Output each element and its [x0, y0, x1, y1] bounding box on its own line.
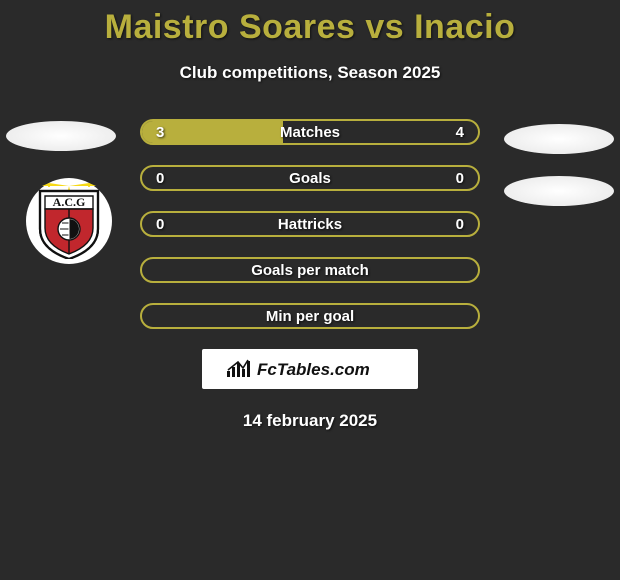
- page-title: Maistro Soares vs Inacio: [0, 0, 620, 47]
- stat-row: Min per goal: [140, 303, 480, 329]
- stat-value-left: 0: [156, 170, 164, 187]
- stat-value-right: 4: [456, 124, 464, 141]
- stat-value-right: 0: [456, 170, 464, 187]
- comparison-date: 14 february 2025: [0, 411, 620, 431]
- stat-label: Goals per match: [251, 262, 369, 279]
- stat-row: 3 Matches 4: [140, 119, 480, 145]
- stat-value-left: 3: [156, 124, 164, 141]
- stat-label: Goals: [289, 170, 331, 187]
- stat-value-right: 0: [456, 216, 464, 233]
- stat-row: Goals per match: [140, 257, 480, 283]
- stat-label: Matches: [280, 124, 340, 141]
- subtitle: Club competitions, Season 2025: [0, 63, 620, 83]
- player-photo-left: [6, 121, 116, 151]
- stats-container: 3 Matches 4 0 Goals 0 0 Hattricks 0 Goals per mat…: [140, 119, 480, 329]
- fctables-logo-icon: FcTables.com: [225, 357, 395, 381]
- club-shield-icon: A.C.G: [36, 183, 102, 259]
- player-photo-right-2: [504, 176, 614, 206]
- stat-row: 0 Hattricks 0: [140, 211, 480, 237]
- club-badge-left: A.C.G: [26, 178, 112, 264]
- stat-value-left: 0: [156, 216, 164, 233]
- club-badge-text: A.C.G: [53, 195, 86, 209]
- svg-text:FcTables.com: FcTables.com: [257, 360, 370, 379]
- attribution-banner: FcTables.com: [202, 349, 418, 389]
- stat-label: Hattricks: [278, 216, 342, 233]
- stat-label: Min per goal: [266, 308, 354, 325]
- stat-row: 0 Goals 0: [140, 165, 480, 191]
- player-photo-right: [504, 124, 614, 154]
